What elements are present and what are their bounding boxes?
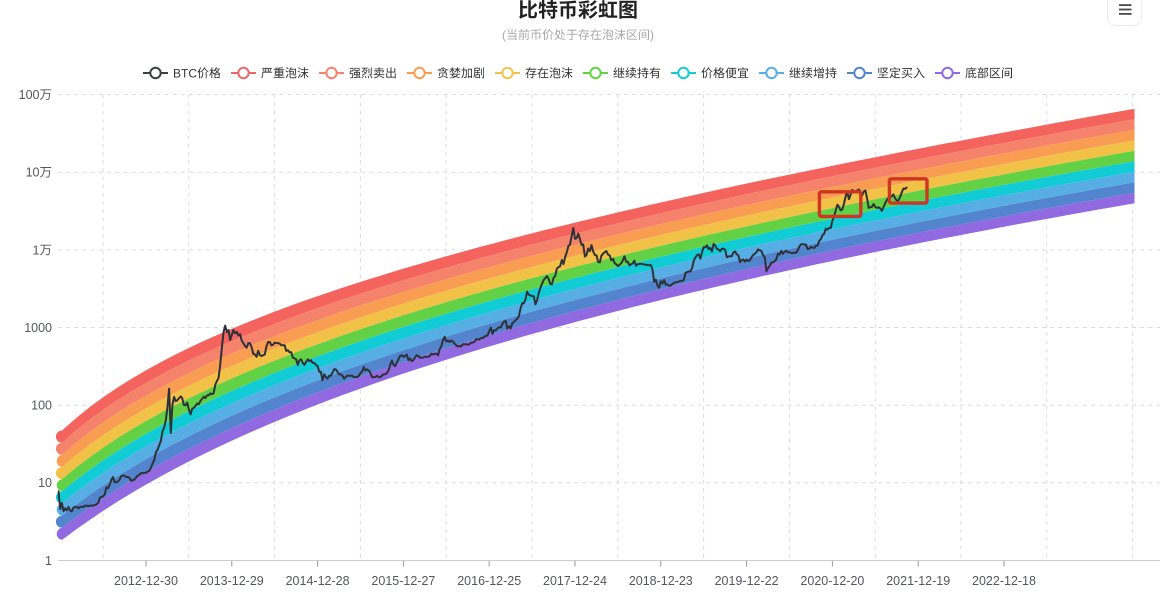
svg-text:100: 100 [19,88,40,102]
svg-text:1000: 1000 [24,321,52,335]
svg-text:2017-12-24: 2017-12-24 [543,574,607,588]
svg-text:10: 10 [26,166,40,180]
svg-text:2020-12-20: 2020-12-20 [800,574,864,588]
svg-text:100: 100 [31,399,52,413]
svg-text:10: 10 [38,476,52,490]
svg-text:2016-12-25: 2016-12-25 [457,574,521,588]
svg-text:BTC: BTC [173,66,197,80]
svg-text:2014-12-28: 2014-12-28 [286,574,350,588]
svg-text:2019-12-22: 2019-12-22 [715,574,779,588]
svg-text:1: 1 [33,243,40,257]
svg-text:2015-12-27: 2015-12-27 [371,574,435,588]
svg-text:1: 1 [45,554,52,568]
svg-text:(: ( [502,28,506,42]
svg-text:2012-12-30: 2012-12-30 [114,574,178,588]
svg-text:2022-12-18: 2022-12-18 [972,574,1036,588]
svg-text:): ) [650,28,654,42]
svg-text:2021-12-19: 2021-12-19 [886,574,950,588]
svg-text:2013-12-29: 2013-12-29 [200,574,264,588]
svg-text:2018-12-23: 2018-12-23 [629,574,693,588]
